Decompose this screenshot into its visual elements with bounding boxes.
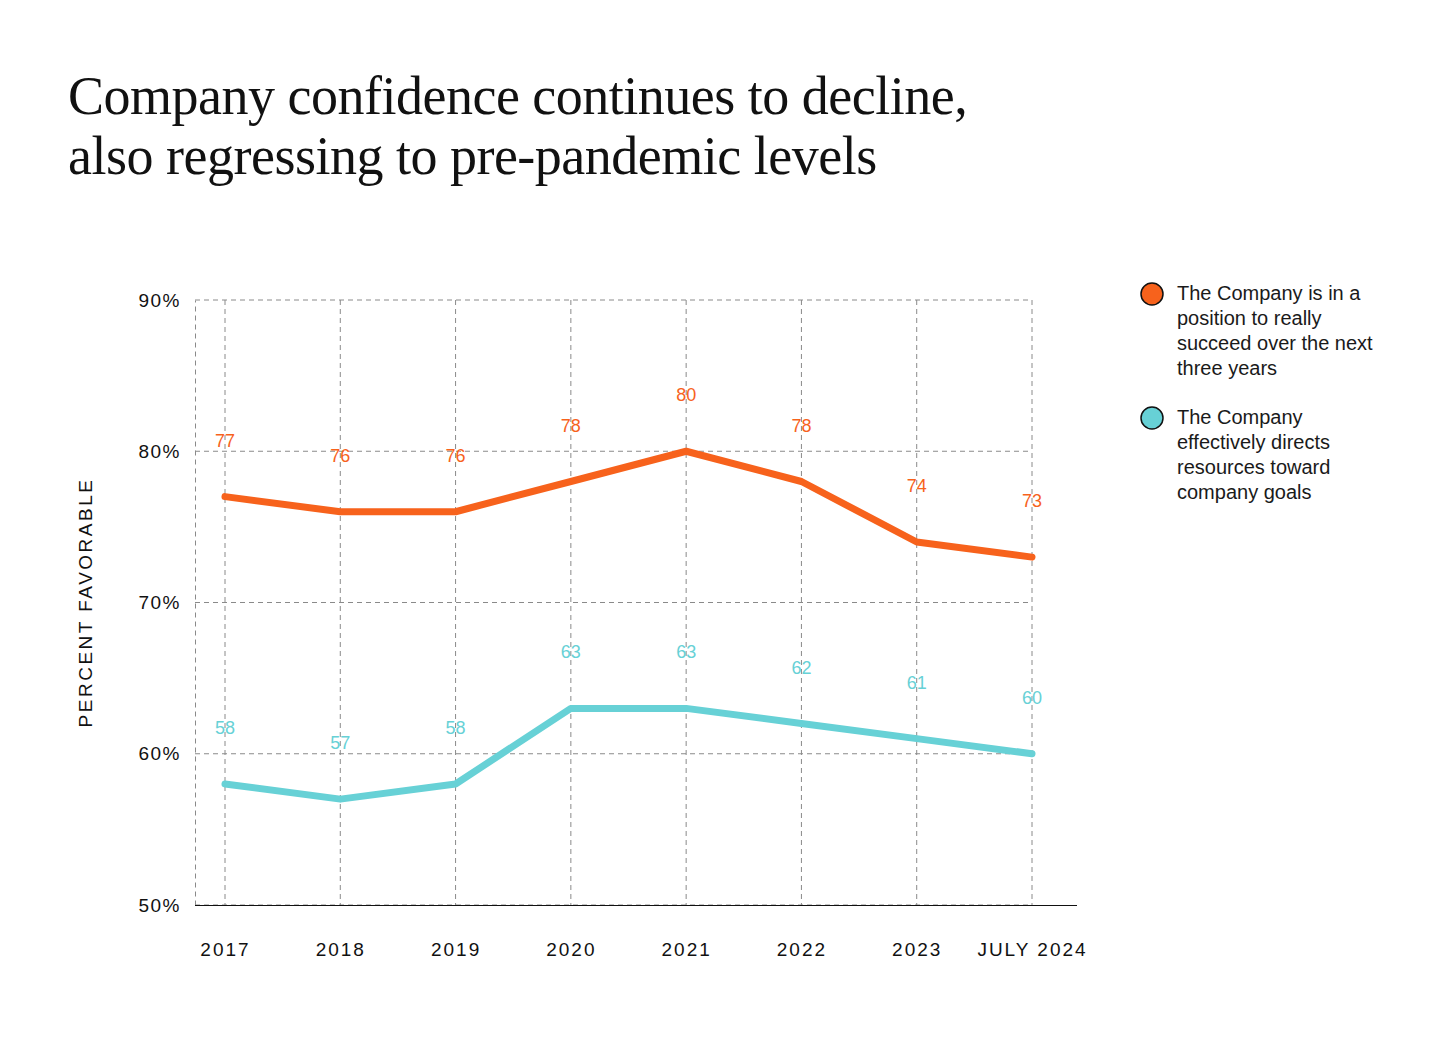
grid-line-x <box>225 300 226 905</box>
legend-label: The Company effectively directs resource… <box>1177 405 1382 505</box>
y-axis-title: PERCENT FAVORABLE <box>75 478 96 728</box>
data-label: 61 <box>907 673 927 693</box>
grid-line-y <box>195 602 1032 603</box>
x-tick: 2019 <box>431 905 481 960</box>
x-tick: 2020 <box>546 905 596 960</box>
grid <box>195 300 1032 905</box>
data-label: 62 <box>791 658 811 678</box>
legend-label: The Company is in a position to really s… <box>1177 281 1382 381</box>
data-label: 78 <box>561 416 581 436</box>
y-tick-label: 90% <box>138 290 181 311</box>
grid-line-y <box>195 451 1032 452</box>
x-tick-label: 2021 <box>662 939 712 960</box>
x-tick-label: 2017 <box>200 939 250 960</box>
x-tick: 2021 <box>662 905 712 960</box>
data-label: 63 <box>561 642 581 662</box>
title: Company confidence continues to decline,… <box>68 66 1028 186</box>
series-line <box>225 708 1032 799</box>
y-tick-label: 50% <box>138 895 181 916</box>
chart: 50%60%70%80%90%2017201820192020202120222… <box>0 0 1440 1045</box>
y-tick-label: 80% <box>138 441 181 462</box>
x-tick: 2017 <box>200 905 250 960</box>
x-tick: JULY 2024 <box>977 905 1087 960</box>
series-line <box>225 451 1032 557</box>
data-label: 63 <box>676 642 696 662</box>
legend <box>1141 283 1163 429</box>
data-label: 60 <box>1022 688 1042 708</box>
x-tick-label: 2020 <box>546 939 596 960</box>
x-tick: 2022 <box>777 905 827 960</box>
x-tick-label: 2023 <box>892 939 942 960</box>
y-tick: 50% <box>138 895 195 916</box>
data-label: 74 <box>907 476 927 496</box>
x-tick: 2018 <box>316 905 366 960</box>
grid-line-x <box>916 300 917 905</box>
y-tick: 90% <box>138 290 195 311</box>
y-tick: 80% <box>138 441 195 462</box>
data-label: 73 <box>1022 491 1042 511</box>
data-label: 76 <box>446 446 466 466</box>
y-tick: 70% <box>138 592 195 613</box>
y-axis: 50% 60% 70% 80% 90% <box>138 290 195 916</box>
x-tick-label: 2019 <box>431 939 481 960</box>
data-label: 58 <box>446 718 466 738</box>
y-tick-label: 70% <box>138 592 181 613</box>
data-label: 78 <box>791 416 811 436</box>
data-label: 76 <box>330 446 350 466</box>
data-label: 57 <box>330 733 350 753</box>
y-tick-label: 60% <box>138 743 181 764</box>
baseline <box>195 905 1077 906</box>
grid-line-y <box>195 753 1032 754</box>
grid-line-x <box>570 300 571 905</box>
x-tick-label: 2018 <box>316 939 366 960</box>
x-tick-label: JULY 2024 <box>977 939 1087 960</box>
data-label: 80 <box>676 385 696 405</box>
plot-marks <box>225 451 1032 799</box>
grid-line-y <box>195 300 1032 301</box>
legend-swatch <box>1141 407 1163 429</box>
data-label: 58 <box>215 718 235 738</box>
page: {"chart_data": {"type": "line", "title":… <box>0 0 1440 1045</box>
grid-line-x <box>1032 300 1033 905</box>
grid-line-x <box>340 300 341 905</box>
grid-line-x <box>455 300 456 905</box>
x-axis: 2017 2018 2019 2020 2021 2022 2023 JULY 2024 <box>200 905 1087 960</box>
x-tick-label: 2022 <box>777 939 827 960</box>
y-axis-line <box>195 301 196 906</box>
data-label: 77 <box>215 431 235 451</box>
data-labels: 77 76 76 78 80 78 74 73 58 57 58 63 63 62 61 60 <box>215 385 1042 753</box>
x-tick: 2023 <box>892 905 942 960</box>
legend-swatch <box>1141 283 1163 305</box>
y-tick: 60% <box>138 743 195 764</box>
grid-line-x <box>801 300 802 905</box>
